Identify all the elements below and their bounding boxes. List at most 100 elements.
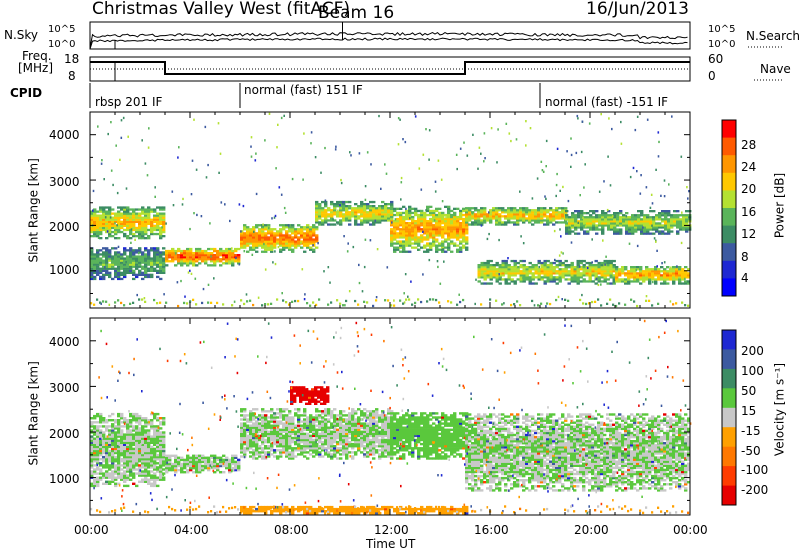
power-cell [624, 280, 628, 283]
power-cell [540, 264, 544, 267]
velocity-cell [240, 445, 244, 448]
velocity-cell [300, 428, 304, 431]
power-cell [186, 302, 189, 305]
power-noise-cell [405, 207, 407, 210]
power-cell [123, 220, 127, 223]
power-cell [438, 301, 441, 304]
velocity-cell [96, 462, 100, 465]
power-noise-cell [104, 216, 107, 219]
velocity-cell [246, 420, 250, 423]
velocity-cell [222, 458, 226, 462]
power-noise-cell [376, 248, 379, 251]
power-cell [673, 216, 677, 219]
power-noise-cell [529, 127, 532, 130]
velocity-cell [270, 408, 274, 411]
power-cell [486, 270, 490, 273]
power-noise-cell [380, 187, 382, 190]
velocity-cell [93, 414, 97, 418]
power-cell [634, 218, 638, 221]
power-cell [138, 249, 142, 252]
power-cell [447, 228, 451, 231]
velocity-cell [240, 414, 244, 417]
velocity-cell [252, 412, 256, 415]
power-cell [589, 218, 593, 221]
velocity-cell [93, 480, 97, 483]
power-cell [450, 250, 454, 253]
velocity-cell [264, 432, 268, 436]
power-cell [243, 232, 247, 235]
power-cell [607, 226, 611, 229]
power-cell [138, 259, 142, 262]
power-cell [591, 300, 594, 304]
power-noise-cell [233, 300, 236, 303]
velocity-cell [324, 434, 328, 438]
power-cell [102, 222, 106, 225]
power-cell [564, 264, 568, 267]
power-cell [625, 218, 629, 221]
power-cell [420, 220, 424, 223]
power-cell [495, 280, 499, 283]
power-cell [628, 218, 632, 221]
power-noise-cell [505, 122, 508, 125]
velocity-cell [159, 423, 163, 426]
power-cell [144, 218, 148, 221]
power-cell [447, 205, 451, 208]
velocity-cell [90, 423, 94, 426]
power-cell [606, 272, 610, 275]
power-cell [123, 206, 127, 209]
power-cell [495, 261, 499, 265]
power-cell [357, 211, 361, 214]
power-cell [120, 216, 124, 219]
power-cell [351, 211, 355, 214]
power-noise-cell [474, 302, 476, 306]
power-cell [300, 234, 304, 237]
velocity-cell [243, 410, 247, 413]
power-cell [555, 207, 559, 210]
power-cell [372, 219, 376, 222]
power-cell [156, 271, 160, 274]
power-cell [420, 238, 424, 241]
power-cell [663, 276, 667, 279]
power-noise-cell [274, 214, 277, 218]
power-cell [540, 215, 544, 218]
power-cell [592, 226, 596, 229]
velocity-cell [294, 430, 298, 433]
power-noise-cell [503, 302, 505, 305]
power-cell [243, 242, 247, 245]
power-cell [459, 224, 463, 227]
velocity-cell [150, 437, 154, 440]
power-noise-cell [303, 298, 306, 301]
power-cell [348, 205, 352, 208]
power-cell [156, 251, 160, 254]
power-cell [432, 232, 436, 235]
velocity-cell [156, 466, 160, 469]
velocity-cell [114, 466, 118, 469]
power-cell [282, 246, 286, 249]
power-cell [120, 224, 124, 227]
power-cell [519, 215, 523, 218]
power-cell [279, 234, 283, 237]
power-cell [144, 226, 148, 230]
velocity-cell [315, 453, 319, 456]
power-cell [354, 215, 358, 218]
velocity-cell [168, 460, 172, 464]
velocity-cell [102, 466, 106, 469]
power-cell [195, 247, 199, 251]
power-cell [405, 236, 409, 239]
velocity-cell [135, 453, 139, 457]
power-cell [150, 210, 154, 213]
power-cell [423, 213, 427, 217]
power-cell [135, 275, 139, 279]
power-cell [678, 268, 682, 271]
velocity-cell [282, 428, 286, 431]
velocity-cell [255, 447, 259, 450]
power-cell [408, 211, 412, 215]
power-noise-cell [108, 303, 111, 306]
power-cell [447, 209, 451, 213]
power-cell [462, 220, 466, 223]
power-noise-cell [202, 287, 205, 291]
velocity-cell [126, 427, 130, 430]
power-cell [630, 280, 634, 283]
power-noise-cell [278, 186, 281, 189]
velocity-cell [273, 418, 277, 421]
